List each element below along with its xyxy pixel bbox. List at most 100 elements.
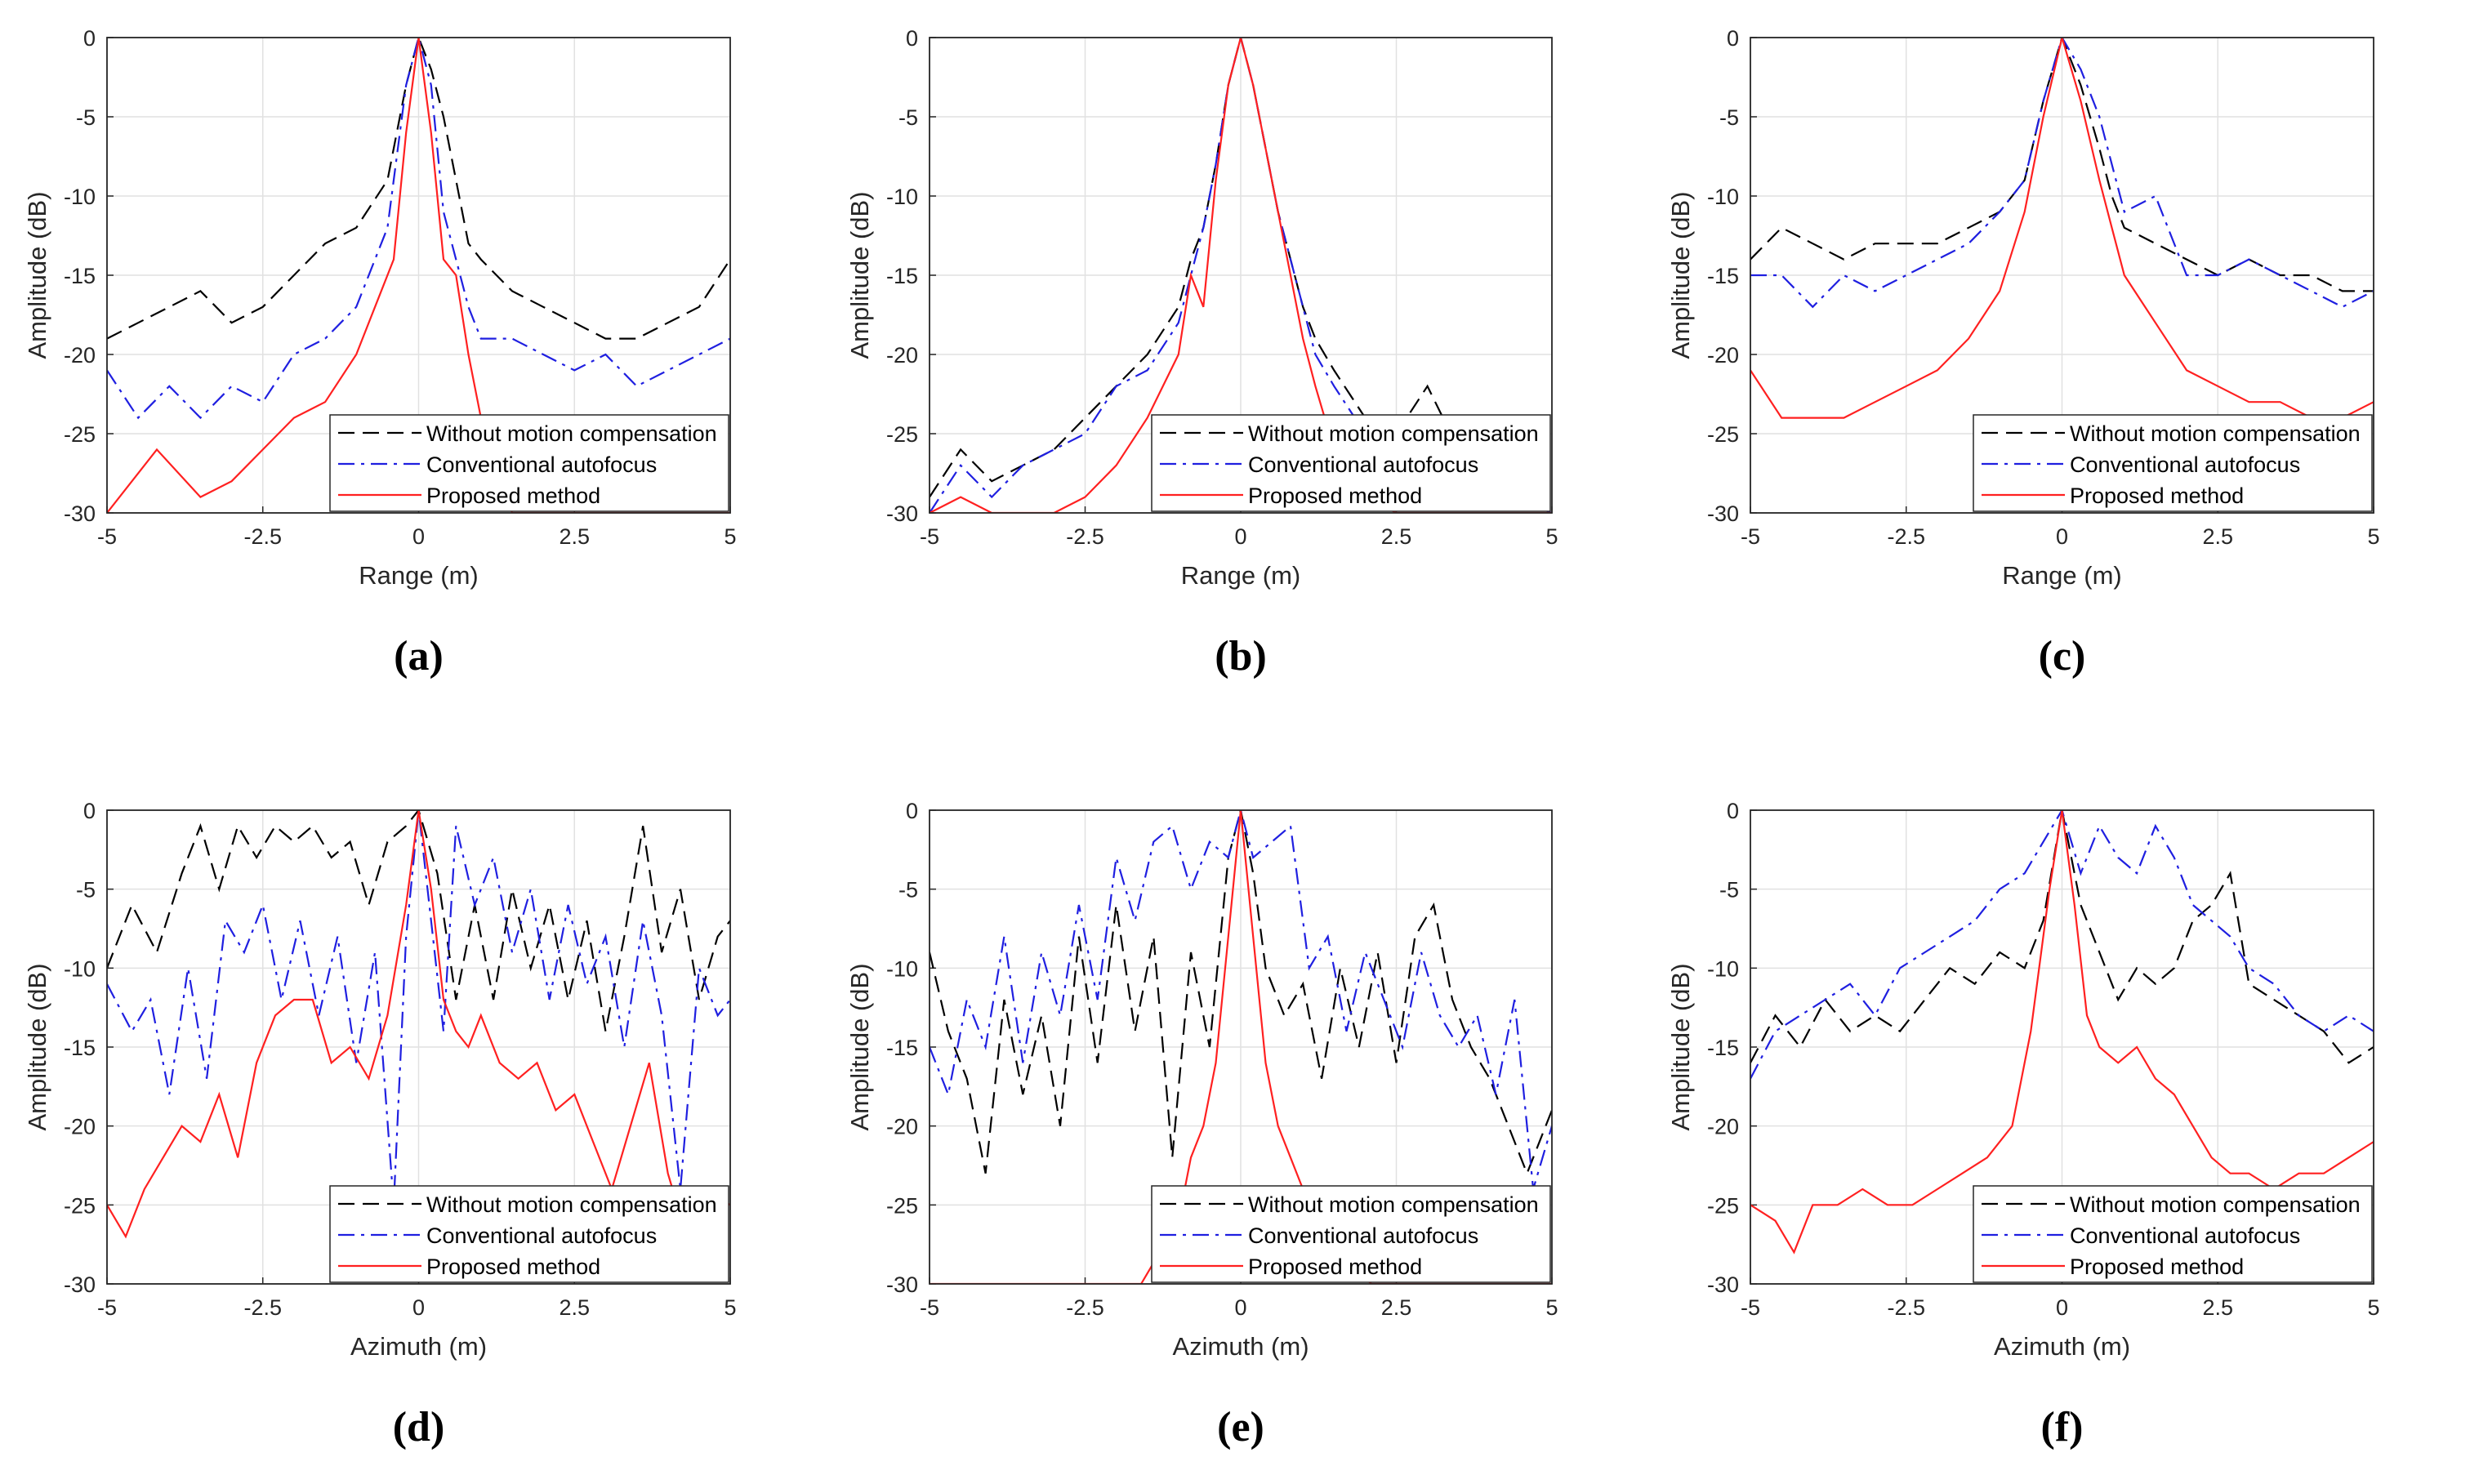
chart-panel-0: -5 -2.5 0 2.5 5 0 -5 -10 -15 -20 -25 -30 Range (m) Am…: [23, 26, 737, 680]
legend-entry: Proposed method: [2070, 484, 2244, 508]
y-axis-label: Amplitude (dB): [23, 963, 51, 1130]
y-tick-label: -30: [1707, 501, 1739, 526]
series-line-dashed: [1750, 38, 2374, 292]
legend: Without motion compensation Conventional …: [1151, 1185, 1551, 1283]
axes-box: [106, 809, 731, 1285]
y-tick-label: -15: [886, 264, 918, 288]
y-tick-label: -15: [64, 1036, 96, 1060]
x-tick-label: 0: [412, 524, 425, 549]
x-tick-label: 5: [2367, 1295, 2379, 1320]
y-tick-label: -5: [76, 105, 96, 130]
chart-panel-4: -5 -2.5 0 2.5 5 0 -5 -10 -15 -20 -25 -30 Azimuth (m)…: [845, 799, 1558, 1451]
panel-caption: (e): [1217, 1404, 1264, 1451]
series-line-solid: [1750, 38, 2374, 419]
y-tick-label: -20: [64, 343, 96, 368]
chart-panel-2: -5 -2.5 0 2.5 5 0 -5 -10 -15 -20 -25 -30 Range (m) Am…: [1666, 26, 2380, 680]
legend-entry: Conventional autofocus: [1248, 1223, 1478, 1248]
y-tick-label: -5: [898, 878, 918, 902]
x-tick-label: 0: [1234, 524, 1246, 549]
x-tick-label: 2.5: [2202, 524, 2233, 549]
y-tick-label: 0: [906, 26, 918, 51]
x-tick-label: 5: [1545, 1295, 1558, 1320]
x-tick-label: 2.5: [1381, 1295, 1412, 1320]
y-tick-label: -30: [64, 501, 96, 526]
chart-panel-3: -5 -2.5 0 2.5 5 0 -5 -10 -15 -20 -25 -30 Azimuth (m)…: [23, 799, 737, 1451]
x-tick-label: -2.5: [243, 524, 282, 549]
y-axis-label: Amplitude (dB): [845, 963, 874, 1130]
legend-entry: Conventional autofocus: [2070, 1223, 2300, 1248]
legend: Without motion compensation Conventional …: [1151, 414, 1551, 512]
y-tick-label: -5: [1719, 878, 1739, 902]
y-axis-label: Amplitude (dB): [1666, 191, 1695, 359]
x-tick-label: 0: [412, 1295, 425, 1320]
series-line-dashdot: [107, 810, 730, 1205]
legend: Without motion compensation Conventional …: [329, 1185, 729, 1283]
legend: Without motion compensation Conventional …: [329, 414, 729, 512]
legend-entry: Without motion compensation: [2070, 1192, 2361, 1217]
x-tick-label: -2.5: [1066, 524, 1104, 549]
series-line-dashdot: [930, 810, 1552, 1190]
x-tick-label: -5: [920, 1295, 939, 1320]
y-tick-label: -30: [886, 1272, 918, 1297]
x-tick-label: 2.5: [1381, 524, 1412, 549]
y-tick-label: -5: [1719, 105, 1739, 130]
series-line-dashed: [930, 810, 1552, 1176]
y-tick-label: -5: [898, 105, 918, 130]
legend-entry: Proposed method: [1248, 1254, 1422, 1279]
x-tick-label: -2.5: [1066, 1295, 1104, 1320]
x-axis-label: Range (m): [1181, 561, 1300, 590]
y-tick-label: -25: [1707, 1193, 1739, 1218]
y-tick-label: -10: [886, 956, 918, 981]
legend-entry: Without motion compensation: [2070, 421, 2361, 446]
series-line-dashed: [107, 38, 730, 340]
panel-caption: (d): [393, 1404, 445, 1451]
y-tick-label: -10: [1707, 185, 1739, 209]
x-tick-label: 5: [724, 524, 736, 549]
series-line-dashdot: [107, 38, 730, 420]
y-tick-label: -20: [1707, 1115, 1739, 1139]
legend-entry: Without motion compensation: [426, 1192, 717, 1217]
legend-entry: Conventional autofocus: [426, 1223, 657, 1248]
x-tick-label: -5: [97, 524, 117, 549]
y-tick-label: -20: [1707, 343, 1739, 368]
x-axis-label: Range (m): [359, 561, 478, 590]
y-tick-label: -5: [76, 878, 96, 902]
y-tick-label: 0: [906, 799, 918, 823]
x-tick-label: 2.5: [2202, 1295, 2233, 1320]
y-axis-label: Amplitude (dB): [845, 191, 874, 359]
series-line-dashed: [1750, 810, 2374, 1064]
x-tick-label: 2.5: [559, 524, 590, 549]
y-tick-label: -25: [64, 422, 96, 447]
y-tick-label: -15: [64, 264, 96, 288]
y-tick-label: -10: [64, 956, 96, 981]
y-tick-label: -30: [64, 1272, 96, 1297]
axes-box: [106, 37, 731, 514]
x-tick-label: 2.5: [559, 1295, 590, 1320]
legend-entry: Proposed method: [426, 484, 600, 508]
y-tick-label: -20: [886, 1115, 918, 1139]
x-tick-label: -5: [920, 524, 939, 549]
series-line-solid: [107, 38, 730, 513]
legend: Without motion compensation Conventional …: [1973, 1185, 2373, 1283]
x-tick-label: -2.5: [1887, 1295, 1925, 1320]
panel-caption: (f): [2041, 1404, 2084, 1451]
axes-box: [1750, 809, 2374, 1285]
x-tick-label: -5: [97, 1295, 117, 1320]
y-tick-label: -25: [886, 1193, 918, 1218]
y-tick-label: 0: [1727, 26, 1739, 51]
x-axis-label: Azimuth (m): [1172, 1332, 1309, 1361]
y-tick-label: -15: [886, 1036, 918, 1060]
y-tick-label: 0: [83, 26, 96, 51]
y-tick-label: -20: [886, 343, 918, 368]
y-tick-label: -30: [1707, 1272, 1739, 1297]
legend-entry: Conventional autofocus: [1248, 452, 1478, 477]
y-axis-label: Amplitude (dB): [23, 191, 51, 359]
series-line-solid: [1750, 810, 2374, 1254]
x-tick-label: 0: [1234, 1295, 1246, 1320]
panel-caption: (a): [394, 633, 444, 680]
y-tick-label: -10: [1707, 956, 1739, 981]
x-tick-label: 5: [724, 1295, 736, 1320]
y-tick-label: -10: [64, 185, 96, 209]
legend-entry: Without motion compensation: [1248, 1192, 1539, 1217]
legend-entry: Proposed method: [2070, 1254, 2244, 1279]
